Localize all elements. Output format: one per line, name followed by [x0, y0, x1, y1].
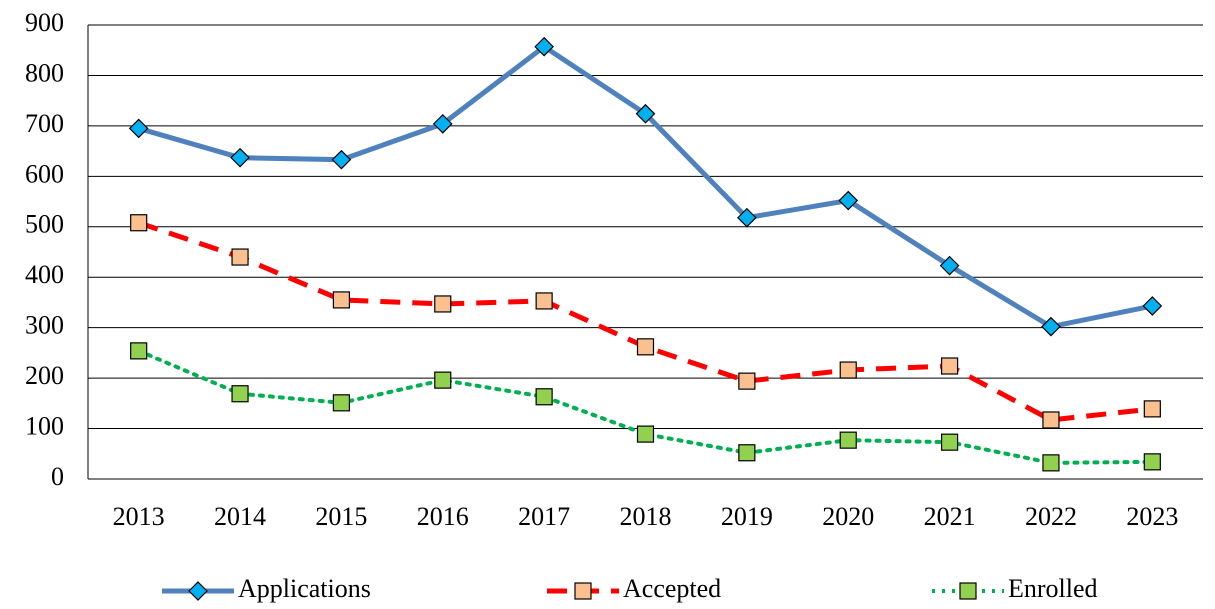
marker — [128, 118, 149, 139]
marker — [231, 385, 249, 403]
marker — [574, 582, 592, 600]
marker — [331, 149, 352, 170]
marker — [1042, 411, 1060, 429]
marker — [738, 444, 756, 462]
marker — [1142, 296, 1163, 316]
x-tick-label: 2014 — [214, 502, 266, 531]
marker — [635, 103, 656, 124]
marker — [535, 388, 553, 406]
marker — [332, 291, 351, 309]
legend-label: Applications — [238, 574, 371, 603]
y-tick-label: 600 — [25, 159, 64, 188]
marker — [332, 394, 351, 412]
marker — [1143, 453, 1161, 471]
series-line — [137, 220, 1153, 423]
marker — [636, 425, 655, 443]
marker — [1041, 316, 1061, 337]
x-tick-label: 2018 — [620, 502, 672, 531]
y-tick-label: 300 — [25, 311, 64, 340]
marker — [231, 248, 249, 266]
marker — [1143, 400, 1161, 418]
x-tick-label: 2023 — [1126, 502, 1178, 531]
marker — [636, 338, 655, 356]
marker — [939, 255, 960, 276]
y-tick-label: 200 — [25, 361, 64, 390]
x-tick-label: 2016 — [417, 502, 469, 531]
marker — [535, 292, 553, 310]
marker — [940, 433, 959, 451]
x-tick-label: 2021 — [924, 502, 976, 531]
legend-label: Enrolled — [1008, 574, 1098, 603]
x-tick-label: 2013 — [113, 502, 165, 531]
y-tick-label: 100 — [25, 412, 64, 441]
x-tick-label: 2020 — [822, 502, 874, 531]
x-tick-label: 2017 — [518, 502, 570, 531]
y-tick-label: 0 — [51, 462, 64, 491]
marker — [188, 581, 208, 601]
marker — [940, 357, 959, 375]
marker — [130, 342, 148, 360]
y-tick-label: 900 — [25, 8, 64, 37]
y-tick-label: 700 — [25, 109, 64, 138]
y-tick-label: 500 — [25, 210, 64, 239]
marker — [534, 36, 554, 57]
series-line — [137, 43, 1153, 330]
y-tick-label: 400 — [25, 260, 64, 289]
marker — [432, 114, 453, 134]
series-line — [136, 348, 1155, 465]
marker — [738, 372, 756, 390]
x-tick-label: 2022 — [1025, 502, 1077, 531]
marker — [838, 190, 859, 211]
marker — [839, 361, 857, 379]
y-tick-label: 800 — [25, 58, 64, 87]
x-tick-label: 2019 — [721, 502, 773, 531]
marker — [959, 582, 977, 600]
legend-label: Accepted — [623, 574, 721, 603]
x-tick-label: 2015 — [315, 502, 367, 531]
marker — [839, 431, 857, 449]
marker — [434, 371, 452, 389]
marker — [434, 295, 452, 313]
marker — [737, 207, 757, 228]
marker — [130, 214, 148, 232]
marker — [230, 147, 250, 168]
marker — [1042, 454, 1060, 472]
